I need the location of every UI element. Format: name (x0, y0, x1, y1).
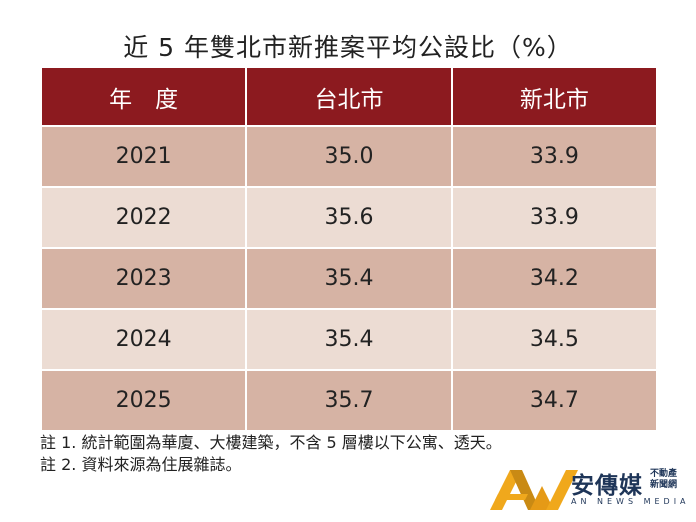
data-table: 年 度 台北市 新北市 2021 35.0 33.9 2022 35.6 33.9 2023… (39, 66, 659, 432)
header-year: 年 度 (39, 66, 248, 127)
logo-sub-1: 不動產 (650, 469, 678, 479)
footnotes: 註 1. 統計範圍為華廈、大樓建築，不含 5 層樓以下公寓、透天。 註 2. 資… (40, 432, 502, 476)
table-title: 近 5 年雙北市新推案平均公設比（%） (123, 33, 573, 62)
table-row: 2024 35.4 34.5 (39, 308, 659, 371)
logo-english: AN NEWS MEDIA (571, 497, 690, 506)
cell-taipei: 35.6 (245, 186, 453, 249)
an-news-media-logo-icon (490, 470, 578, 510)
cell-year: 2025 (39, 369, 248, 432)
cell-new-taipei: 34.2 (450, 247, 659, 310)
cell-year: 2021 (39, 125, 248, 188)
table-row: 2021 35.0 33.9 (39, 125, 659, 188)
cell-new-taipei: 33.9 (450, 125, 659, 188)
header-row: 年 度 台北市 新北市 (39, 66, 659, 127)
cell-taipei: 35.4 (245, 308, 453, 371)
header-taipei: 台北市 (245, 66, 453, 127)
table-row: 2025 35.7 34.7 (39, 369, 659, 432)
cell-year: 2024 (39, 308, 248, 371)
table-row: 2022 35.6 33.9 (39, 186, 659, 249)
header-new-taipei: 新北市 (450, 66, 659, 127)
cell-taipei: 35.4 (245, 247, 453, 310)
cell-new-taipei: 34.5 (450, 308, 659, 371)
logo-brand-name: 安傳媒 (571, 473, 643, 499)
logo-sub-2: 新聞網 (650, 480, 678, 490)
cell-taipei: 35.7 (245, 369, 453, 432)
footnote-2: 註 2. 資料來源為住展雜誌。 (40, 455, 242, 474)
cell-new-taipei: 34.7 (450, 369, 659, 432)
cell-taipei: 35.0 (245, 125, 453, 188)
table-row: 2023 35.4 34.2 (39, 247, 659, 310)
logo-subtitle: 不動產 新聞網 (650, 469, 677, 491)
cell-year: 2022 (39, 186, 248, 249)
cell-new-taipei: 33.9 (450, 186, 659, 249)
cell-year: 2023 (39, 247, 248, 310)
footnote-1: 註 1. 統計範圍為華廈、大樓建築，不含 5 層樓以下公寓、透天。 (40, 433, 502, 452)
